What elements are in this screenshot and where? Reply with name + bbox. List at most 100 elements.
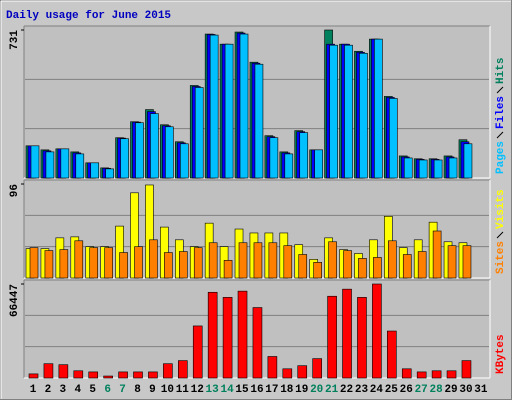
bar — [237, 290, 248, 379]
legend-label: KBytes — [495, 334, 507, 374]
bar — [432, 230, 442, 279]
x-tick-label: 13 — [206, 384, 220, 396]
bar — [463, 143, 473, 179]
x-tick-label: 1 — [30, 384, 37, 396]
bar — [254, 63, 264, 179]
bar — [43, 363, 54, 379]
bar — [208, 242, 218, 279]
bar — [344, 44, 353, 179]
bar — [329, 44, 338, 179]
x-tick-label: 24 — [370, 384, 384, 396]
bar — [372, 283, 382, 379]
bar — [163, 363, 173, 379]
x-tick-label: 8 — [134, 384, 141, 396]
bar — [73, 370, 84, 379]
bar — [446, 370, 457, 379]
bar — [283, 245, 293, 279]
bar — [253, 242, 263, 279]
x-tick-label: 31 — [474, 384, 488, 396]
bar — [284, 153, 294, 179]
bar — [299, 132, 309, 179]
bar — [239, 33, 249, 179]
x-tick-label: 6 — [104, 384, 111, 396]
chart-title: Daily usage for June 2015 — [6, 10, 171, 22]
bar — [30, 145, 40, 179]
bar — [148, 371, 158, 379]
bar — [209, 34, 219, 179]
bar — [58, 364, 69, 379]
bar — [193, 247, 203, 279]
bar — [194, 87, 204, 179]
bar — [358, 258, 367, 279]
bar — [45, 151, 55, 179]
bar — [448, 157, 458, 179]
bar — [222, 297, 233, 379]
x-tick-label: 7 — [119, 384, 126, 396]
bar — [150, 113, 159, 179]
x-tick-label: 25 — [385, 384, 399, 396]
y-tick-label: 66447 — [9, 284, 21, 317]
x-tick-label: 17 — [265, 384, 278, 396]
bar — [75, 153, 85, 179]
x-tick-label: 3 — [60, 384, 67, 396]
bar — [60, 148, 70, 179]
x-tick-label: 28 — [430, 384, 444, 396]
x-tick-label: 9 — [149, 384, 156, 396]
bar — [89, 247, 99, 279]
bar — [268, 242, 278, 279]
legend-label: Hits — [495, 58, 507, 84]
legend-label: Pages — [495, 141, 507, 174]
x-tick-label: 2 — [45, 384, 52, 396]
bar — [313, 262, 322, 279]
bar — [343, 250, 352, 279]
bar — [149, 239, 158, 279]
bar — [104, 247, 113, 279]
bar — [298, 254, 308, 279]
bar — [135, 122, 144, 179]
x-tick-label: 20 — [310, 384, 323, 396]
bar — [59, 249, 69, 279]
x-tick-label: 29 — [444, 384, 457, 396]
bar — [374, 38, 383, 179]
bar — [90, 162, 100, 179]
x-tick-label: 16 — [250, 384, 263, 396]
legend-label: Visits — [495, 189, 507, 229]
bar — [359, 52, 368, 179]
x-tick-label: 30 — [459, 384, 472, 396]
bar — [224, 43, 234, 179]
bar — [387, 330, 397, 379]
bar — [120, 138, 129, 179]
bar — [388, 240, 397, 279]
bar — [417, 251, 427, 279]
bar — [447, 245, 457, 279]
legend-label: Files — [495, 96, 507, 129]
bar — [461, 360, 472, 379]
bar — [134, 246, 143, 279]
bar — [403, 157, 413, 179]
bar — [328, 241, 337, 279]
bar — [118, 371, 128, 379]
bar — [431, 370, 442, 379]
bar — [282, 368, 293, 379]
bar — [462, 245, 472, 279]
x-tick-label: 18 — [280, 384, 294, 396]
bar — [207, 291, 218, 379]
bar — [373, 257, 382, 279]
x-tick-label: 19 — [295, 384, 308, 396]
bar — [119, 252, 128, 279]
bar — [164, 252, 173, 279]
legend-separator — [496, 86, 504, 94]
bar — [28, 373, 39, 379]
x-tick-label: 15 — [235, 384, 249, 396]
bar — [416, 371, 427, 379]
x-tick-label: 12 — [191, 384, 204, 396]
y-tick-label: 96 — [9, 184, 21, 197]
x-tick-label: 27 — [415, 384, 428, 396]
bar — [401, 368, 412, 379]
bar — [252, 307, 263, 379]
bar — [433, 159, 443, 179]
x-tick-label: 10 — [161, 384, 174, 396]
x-tick-label: 11 — [176, 384, 190, 396]
legend-separator — [496, 231, 504, 239]
bar — [165, 126, 174, 179]
